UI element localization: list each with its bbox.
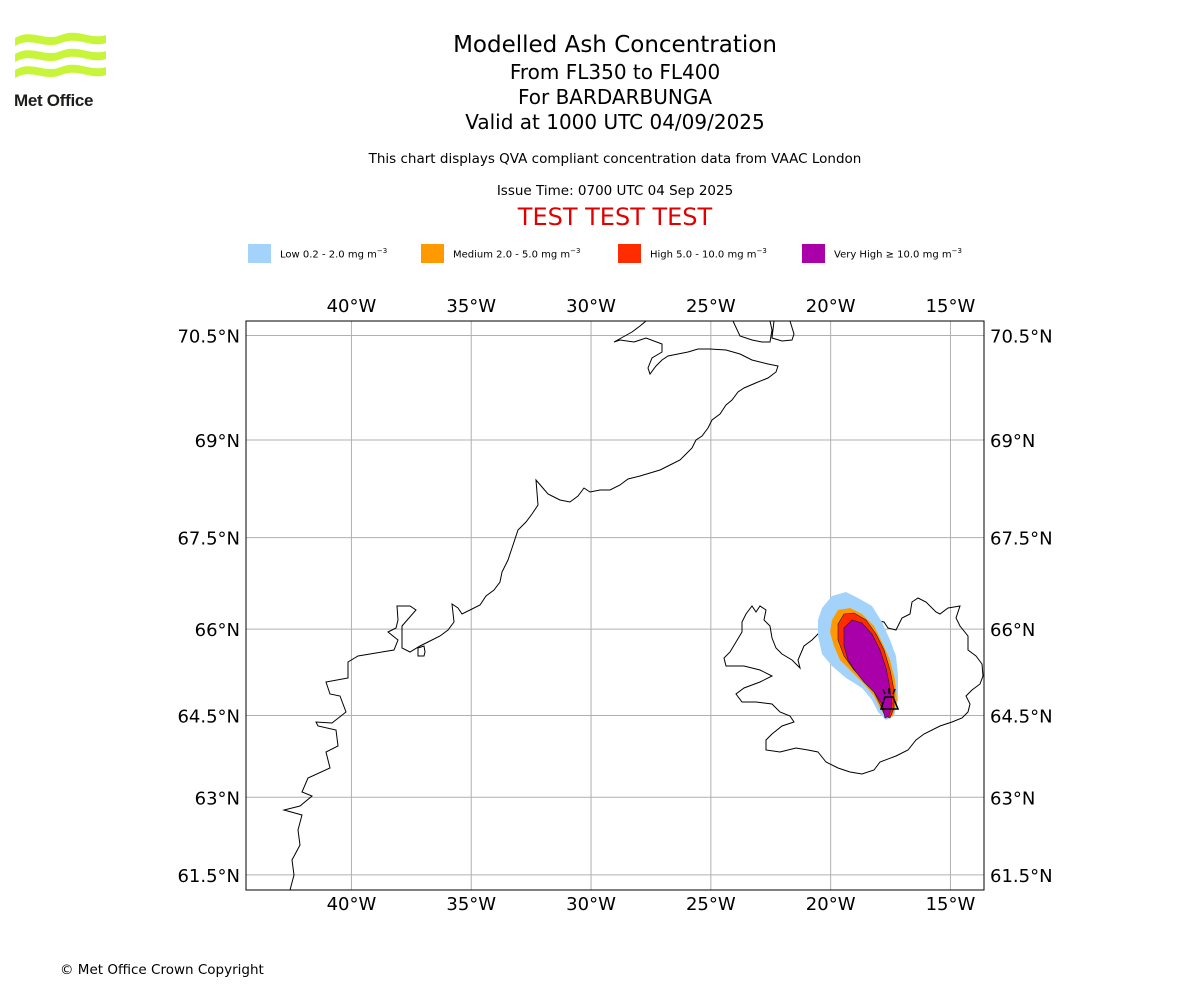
longitude-tick-label-top: 40°W (327, 296, 377, 317)
chart-title: Modelled Ash Concentration (453, 32, 777, 58)
longitude-tick-label-bottom: 20°W (806, 894, 856, 915)
flight-levels: From FL350 to FL400 (509, 60, 721, 84)
longitude-tick-label-top: 15°W (926, 296, 976, 317)
valid-time: Valid at 1000 UTC 04/09/2025 (465, 110, 765, 134)
latitude-tick-label-left: 64.5°N (177, 707, 240, 728)
copyright-notice: © Met Office Crown Copyright (60, 962, 264, 978)
legend-swatch-very-high (802, 244, 825, 263)
longitude-tick-label-bottom: 15°W (926, 894, 976, 915)
legend-label-low: Low 0.2 - 2.0 mg m−3 (280, 246, 388, 261)
longitude-tick-label-top: 35°W (446, 296, 496, 317)
latitude-tick-label-left: 67.5°N (177, 529, 240, 550)
legend-item-very-high: Very High ≥ 10.0 mg m−3 (802, 244, 962, 263)
longitude-tick-label-top: 25°W (686, 296, 736, 317)
legend-item-medium: Medium 2.0 - 5.0 mg m−3 (421, 244, 580, 263)
longitude-tick-label-top: 20°W (806, 296, 856, 317)
latitude-tick-label-left: 61.5°N (177, 866, 240, 887)
latitude-tick-label-right: 70.5°N (990, 327, 1053, 348)
latitude-tick-label-left: 70.5°N (177, 327, 240, 348)
latitude-tick-label-right: 61.5°N (990, 866, 1053, 887)
ash-contour-very-high (843, 619, 893, 719)
legend-label-medium: Medium 2.0 - 5.0 mg m−3 (453, 246, 581, 261)
latitude-tick-label-right: 67.5°N (990, 529, 1053, 550)
longitude-tick-label-bottom: 40°W (327, 894, 377, 915)
map-gridlines (246, 321, 984, 890)
legend-item-high: High 5.0 - 10.0 mg m−3 (618, 244, 767, 263)
latitude-tick-label-left: 63°N (195, 788, 240, 809)
volcano-icon (879, 688, 900, 710)
greenland-island (417, 645, 426, 657)
map-frame (245, 320, 985, 891)
latitude-tick-label-left: 69°N (195, 431, 240, 452)
qva-note: This chart displays QVA compliant concen… (368, 151, 862, 167)
map-tick-labels: 40°W 40°W 35°W 35°W 30°W 30°W 25°W 25°W 20°W 20°W… (177, 296, 1052, 915)
latitude-tick-label-right: 66°N (990, 620, 1035, 641)
volcano-name: For BARDARBUNGA (517, 85, 713, 109)
latitude-tick-label-right: 63°N (990, 788, 1035, 809)
met-office-logo-icon (15, 32, 106, 78)
latitude-tick-label-left: 66°N (195, 620, 240, 641)
longitude-tick-label-bottom: 35°W (446, 894, 496, 915)
latitude-tick-label-right: 69°N (990, 431, 1035, 452)
longitude-tick-label-top: 30°W (566, 296, 616, 317)
title-block: Modelled Ash Concentration From FL350 to… (300, 30, 930, 231)
longitude-tick-label-bottom: 25°W (686, 894, 736, 915)
greenland-coastline (282, 321, 779, 890)
longitude-tick-label-bottom: 30°W (566, 894, 616, 915)
legend-item-low: Low 0.2 - 2.0 mg m−3 (248, 244, 387, 263)
logo-text: Met Office (14, 91, 94, 110)
latitude-tick-label-right: 64.5°N (990, 707, 1053, 728)
map-content (282, 321, 984, 890)
legend-swatch-medium (421, 244, 444, 263)
issue-time: Issue Time: 0700 UTC 04 Sep 2025 (496, 183, 734, 199)
test-banner: TEST TEST TEST (517, 203, 713, 231)
greenland-coastline-north (732, 321, 795, 343)
legend-swatch-low (248, 244, 271, 263)
legend-swatch-high (618, 244, 641, 263)
legend-label-high: High 5.0 - 10.0 mg m−3 (650, 246, 767, 261)
legend-label-very-high: Very High ≥ 10.0 mg m−3 (834, 246, 962, 261)
